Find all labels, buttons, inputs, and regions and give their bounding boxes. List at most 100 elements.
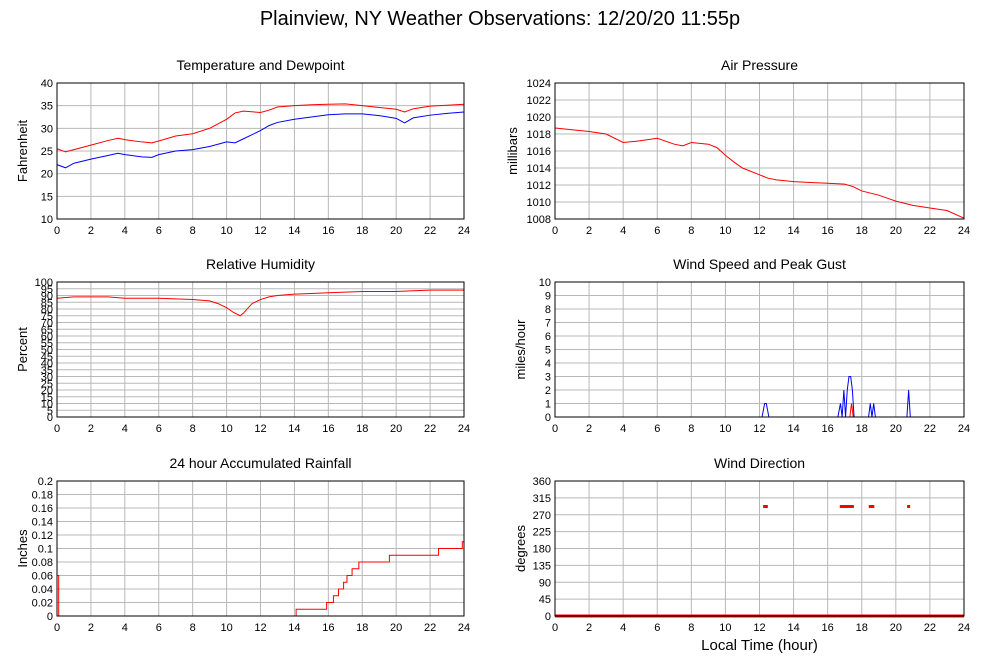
temp-x-tick-label: 16 — [322, 225, 334, 237]
wind-y-tick-label: 0 — [545, 412, 551, 424]
temp-x-tick-label: 0 — [54, 225, 60, 237]
humidity-y-tick-label: 85 — [41, 297, 53, 309]
humidity-y-tick-label: 55 — [41, 338, 53, 350]
direction-y-tick-label: 0 — [545, 611, 551, 623]
direction-point — [844, 505, 848, 508]
rain-y-tick-label: 0.1 — [38, 544, 53, 556]
temp-series-line-0 — [56, 103, 465, 153]
direction-x-tick-label: 14 — [787, 622, 799, 634]
humidity-y-tick-label: 25 — [41, 378, 53, 390]
direction-y-tick-label: 135 — [533, 560, 551, 572]
wind-x-tick-label: 2 — [586, 423, 592, 435]
direction-point — [842, 505, 846, 508]
pressure-series-line-0 — [554, 127, 965, 219]
humidity-x-tick-label: 4 — [122, 423, 128, 435]
page-title: Plainview, NY Weather Observations: 12/2… — [259, 8, 741, 30]
wind-y-tick-label: 2 — [545, 385, 551, 397]
humidity-y-tick-label: 20 — [41, 385, 53, 397]
pressure-x-tick-label: 6 — [654, 225, 660, 237]
temp-x-tick-label: 20 — [390, 225, 402, 237]
humidity-x-tick-label: 22 — [424, 423, 436, 435]
humidity-x-tick-label: 10 — [220, 423, 232, 435]
direction-point — [764, 505, 768, 508]
wind-y-tick-label: 3 — [545, 372, 551, 384]
humidity-x-tick-label: 0 — [54, 423, 60, 435]
pressure-x-tick-label: 10 — [719, 225, 731, 237]
pressure-y-tick-label: 1010 — [527, 197, 551, 209]
wind-y-tick-label: 1 — [545, 399, 551, 411]
humidity-y-tick-label: 30 — [41, 372, 53, 384]
wind-x-tick-label: 8 — [688, 423, 694, 435]
humidity-y-tick-label: 50 — [41, 345, 53, 357]
direction-point — [839, 505, 843, 508]
direction-x-tick-label: 2 — [586, 622, 592, 634]
rain-y-tick-label: 0.04 — [32, 584, 53, 596]
temp-y-tick-label: 10 — [41, 214, 53, 226]
temp-y-tick-label: 15 — [41, 191, 53, 203]
rain-x-tick-label: 16 — [322, 622, 334, 634]
wind-x-tick-label: 16 — [822, 423, 834, 435]
wind-y-axis-label: miles/hour — [513, 319, 528, 380]
pressure-x-tick-label: 14 — [787, 225, 799, 237]
direction-x-tick-label: 16 — [822, 622, 834, 634]
humidity-y-tick-label: 70 — [41, 318, 53, 330]
temp-y-tick-label: 30 — [41, 123, 53, 135]
wind-plot-frame — [554, 281, 965, 418]
direction-x-tick-label: 8 — [688, 622, 694, 634]
direction-point — [868, 505, 872, 508]
rain-x-tick-label: 8 — [190, 622, 196, 634]
rain-y-tick-label: 0.14 — [32, 517, 53, 529]
direction-y-tick-label: 45 — [539, 594, 551, 606]
direction-chart-title: Wind Direction — [714, 455, 805, 471]
pressure-x-tick-label: 16 — [822, 225, 834, 237]
humidity-y-tick-label: 0 — [47, 412, 53, 424]
temp-y-tick-label: 35 — [41, 101, 53, 113]
humidity-x-tick-label: 8 — [190, 423, 196, 435]
humidity-chart-title: Relative Humidity — [206, 256, 315, 272]
pressure-x-tick-label: 8 — [688, 225, 694, 237]
direction-x-tick-label: 24 — [958, 622, 970, 634]
pressure-y-tick-label: 1024 — [527, 78, 551, 90]
direction-point — [907, 505, 911, 508]
humidity-y-tick-label: 95 — [41, 284, 53, 296]
humidity-y-tick-label: 80 — [41, 304, 53, 316]
temp-x-tick-label: 12 — [254, 225, 266, 237]
rain-x-tick-label: 14 — [288, 622, 300, 634]
pressure-x-tick-label: 20 — [890, 225, 902, 237]
direction-x-tick-label: 10 — [719, 622, 731, 634]
wind-x-tick-label: 24 — [958, 423, 970, 435]
rain-x-tick-label: 20 — [390, 622, 402, 634]
rain-plot-frame — [56, 480, 465, 617]
wind-x-tick-label: 20 — [890, 423, 902, 435]
direction-point — [845, 505, 849, 508]
humidity-x-tick-label: 18 — [356, 423, 368, 435]
wind-y-tick-label: 4 — [545, 358, 551, 370]
pressure-x-tick-label: 22 — [924, 225, 936, 237]
temp-plot-frame — [56, 82, 465, 220]
rain-x-tick-label: 22 — [424, 622, 436, 634]
direction-x-tick-label: 18 — [856, 622, 868, 634]
direction-y-tick-label: 270 — [533, 510, 551, 522]
wind-y-tick-label: 10 — [539, 277, 551, 289]
rain-y-tick-label: 0.08 — [32, 557, 53, 569]
temp-x-tick-label: 14 — [288, 225, 300, 237]
pressure-y-tick-label: 1018 — [527, 129, 551, 141]
pressure-x-tick-label: 12 — [753, 225, 765, 237]
direction-y-tick-label: 315 — [533, 493, 551, 505]
wind-y-tick-label: 8 — [545, 304, 551, 316]
humidity-y-tick-label: 75 — [41, 311, 53, 323]
temp-x-tick-label: 6 — [156, 225, 162, 237]
rain-x-tick-label: 24 — [458, 622, 470, 634]
rain-x-tick-label: 18 — [356, 622, 368, 634]
rain-y-tick-label: 0 — [47, 611, 53, 623]
direction-x-axis-label: Local Time (hour) — [701, 637, 818, 654]
rain-y-tick-label: 0.18 — [32, 490, 53, 502]
pressure-x-tick-label: 0 — [552, 225, 558, 237]
temp-x-tick-label: 4 — [122, 225, 128, 237]
wind-y-tick-label: 7 — [545, 318, 551, 330]
rain-y-tick-label: 0.16 — [32, 503, 53, 515]
temp-x-tick-label: 8 — [190, 225, 196, 237]
rain-y-tick-label: 0.06 — [32, 571, 53, 583]
